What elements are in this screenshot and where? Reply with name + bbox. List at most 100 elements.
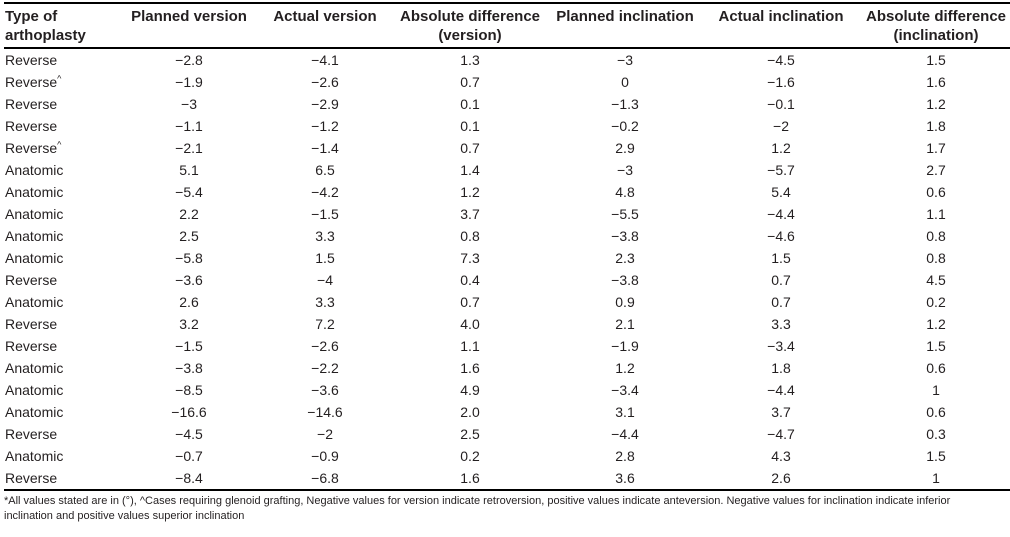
- cell-value: −4.4: [611, 426, 639, 442]
- cell-value: 1.5: [771, 250, 791, 266]
- col-header-type-line2: arthoplasty: [5, 27, 86, 44]
- table-row: Reverse −3.6 −4 0.4 −3.8 0.7 4.5: [4, 269, 1010, 291]
- cell-value: −1.2: [311, 118, 339, 134]
- cell-value: −0.1: [767, 96, 795, 112]
- cell-value: −5.4: [175, 184, 203, 200]
- cell-value: 3.3: [315, 294, 335, 310]
- cell-value: −4.4: [767, 206, 795, 222]
- cell-arthroplasty-type: Anatomic: [5, 448, 64, 464]
- cell-value: −4.5: [175, 426, 203, 442]
- cell-value: −8.4: [175, 470, 203, 486]
- cell-value: −3.8: [611, 272, 639, 288]
- cell-value: −4.1: [311, 52, 339, 68]
- col-header-planned-inclination-line1: Planned inclination: [556, 8, 694, 25]
- cell-value: −3.8: [611, 228, 639, 244]
- cell-value: −1.4: [311, 140, 339, 156]
- cell-value: −2.2: [311, 360, 339, 376]
- cell-arthroplasty-type: Reverse: [5, 272, 58, 288]
- cell-arthroplasty-type: Anatomic: [5, 382, 64, 398]
- cell-value: 2.7: [926, 162, 946, 178]
- cell-value: −1.6: [767, 74, 795, 90]
- cell-value: 1.2: [615, 360, 635, 376]
- table-row: Reverse −1.1 −1.2 0.1 −0.2 −2 1.8: [4, 115, 1010, 137]
- cell-value: −0.9: [311, 448, 339, 464]
- cell-arthroplasty-type: Anatomic: [5, 250, 64, 266]
- table-row: Reverse 3.2 7.2 4.0 2.1 3.3 1.2: [4, 313, 1010, 335]
- cell-arthroplasty-type: Reverse^: [5, 139, 62, 156]
- table-row: Anatomic 2.5 3.3 0.8 −3.8 −4.6 0.8: [4, 225, 1010, 247]
- table-row: Anatomic −16.6 −14.6 2.0 3.1 3.7 0.6: [4, 401, 1010, 423]
- cell-value: 1.6: [460, 360, 480, 376]
- cell-arthroplasty-type: Reverse: [5, 338, 58, 354]
- table-row: Anatomic −0.7 −0.9 0.2 2.8 4.3 1.5: [4, 445, 1010, 467]
- cell-value: 0.9: [615, 294, 635, 310]
- table-row: Anatomic −3.8 −2.2 1.6 1.2 1.8 0.6: [4, 357, 1010, 379]
- col-header-abs-diff-version-line2: (version): [438, 27, 502, 44]
- col-header-abs-diff-inclination-line2: (inclination): [893, 27, 979, 44]
- cell-value: −4.4: [767, 382, 795, 398]
- cell-value: −3.8: [175, 360, 203, 376]
- cell-arthroplasty-type: Anatomic: [5, 184, 64, 200]
- table-row: Reverse −2.8 −4.1 1.3 −3 −4.5 1.5: [4, 48, 1010, 71]
- cell-value: −4: [317, 272, 333, 288]
- table-row: Anatomic 5.1 6.5 1.4 −3 −5.7 2.7: [4, 159, 1010, 181]
- cell-value: 1.2: [926, 316, 946, 332]
- cell-value: 2.1: [615, 316, 635, 332]
- cell-value: 1.8: [771, 360, 791, 376]
- cell-value: 3.7: [771, 404, 791, 420]
- cell-value: 2.0: [460, 404, 480, 420]
- cell-value: 0: [621, 74, 629, 90]
- glenoid-grafting-marker: ^: [57, 139, 62, 150]
- cell-arthroplasty-type: Reverse: [5, 96, 58, 112]
- cell-arthroplasty-type: Anatomic: [5, 228, 64, 244]
- cell-value: 4.9: [460, 382, 480, 398]
- cell-value: −2.8: [175, 52, 203, 68]
- cell-value: 2.5: [179, 228, 199, 244]
- cell-value: 1.5: [926, 52, 946, 68]
- cell-value: 0.8: [926, 250, 946, 266]
- cell-value: 0.7: [460, 140, 480, 156]
- cell-value: −3.6: [311, 382, 339, 398]
- cell-value: −2.6: [311, 74, 339, 90]
- cell-value: 0.4: [460, 272, 480, 288]
- cell-value: −0.7: [175, 448, 203, 464]
- cell-value: −4.7: [767, 426, 795, 442]
- cell-value: −6.8: [311, 470, 339, 486]
- arthroplasty-results-table: Type of arthoplasty Planned version Actu…: [4, 2, 1010, 491]
- cell-arthroplasty-type: Anatomic: [5, 404, 64, 420]
- table-row: Anatomic 2.2 −1.5 3.7 −5.5 −4.4 1.1: [4, 203, 1010, 225]
- cell-value: −1.9: [175, 74, 203, 90]
- cell-value: 5.4: [771, 184, 791, 200]
- cell-value: −1.3: [611, 96, 639, 112]
- cell-value: −2.9: [311, 96, 339, 112]
- cell-value: −3.4: [611, 382, 639, 398]
- col-header-abs-diff-version: Absolute difference (version): [394, 3, 546, 49]
- cell-value: 0.1: [460, 118, 480, 134]
- table-row: Anatomic −5.4 −4.2 1.2 4.8 5.4 0.6: [4, 181, 1010, 203]
- cell-value: 0.6: [926, 360, 946, 376]
- cell-value: 1.1: [460, 338, 480, 354]
- cell-value: 2.3: [615, 250, 635, 266]
- cell-value: 3.7: [460, 206, 480, 222]
- cell-value: 4.5: [926, 272, 946, 288]
- cell-value: 6.5: [315, 162, 335, 178]
- cell-value: −1.9: [611, 338, 639, 354]
- cell-value: 0.2: [926, 294, 946, 310]
- cell-value: 2.6: [771, 470, 791, 486]
- col-header-planned-version: Planned version: [122, 3, 256, 49]
- cell-value: 1.6: [460, 470, 480, 486]
- col-header-planned-inclination: Planned inclination: [546, 3, 704, 49]
- cell-value: −5.8: [175, 250, 203, 266]
- col-header-type: Type of arthoplasty: [4, 3, 122, 49]
- col-header-abs-diff-version-line1: Absolute difference: [399, 8, 541, 25]
- cell-value: 1.4: [460, 162, 480, 178]
- cell-arthroplasty-type: Reverse: [5, 316, 58, 332]
- col-header-planned-version-line1: Planned version: [131, 8, 247, 25]
- cell-value: −3.4: [767, 338, 795, 354]
- table-row: Reverse^ −2.1 −1.4 0.7 2.9 1.2 1.7: [4, 137, 1010, 159]
- cell-value: 3.6: [615, 470, 635, 486]
- cell-arthroplasty-type: Reverse: [5, 426, 58, 442]
- cell-value: 1.2: [926, 96, 946, 112]
- cell-arthroplasty-type: Reverse: [5, 52, 58, 68]
